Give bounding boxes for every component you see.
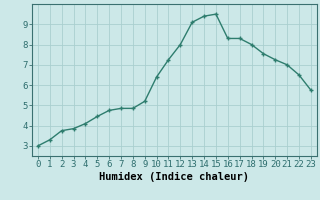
X-axis label: Humidex (Indice chaleur): Humidex (Indice chaleur): [100, 172, 249, 182]
